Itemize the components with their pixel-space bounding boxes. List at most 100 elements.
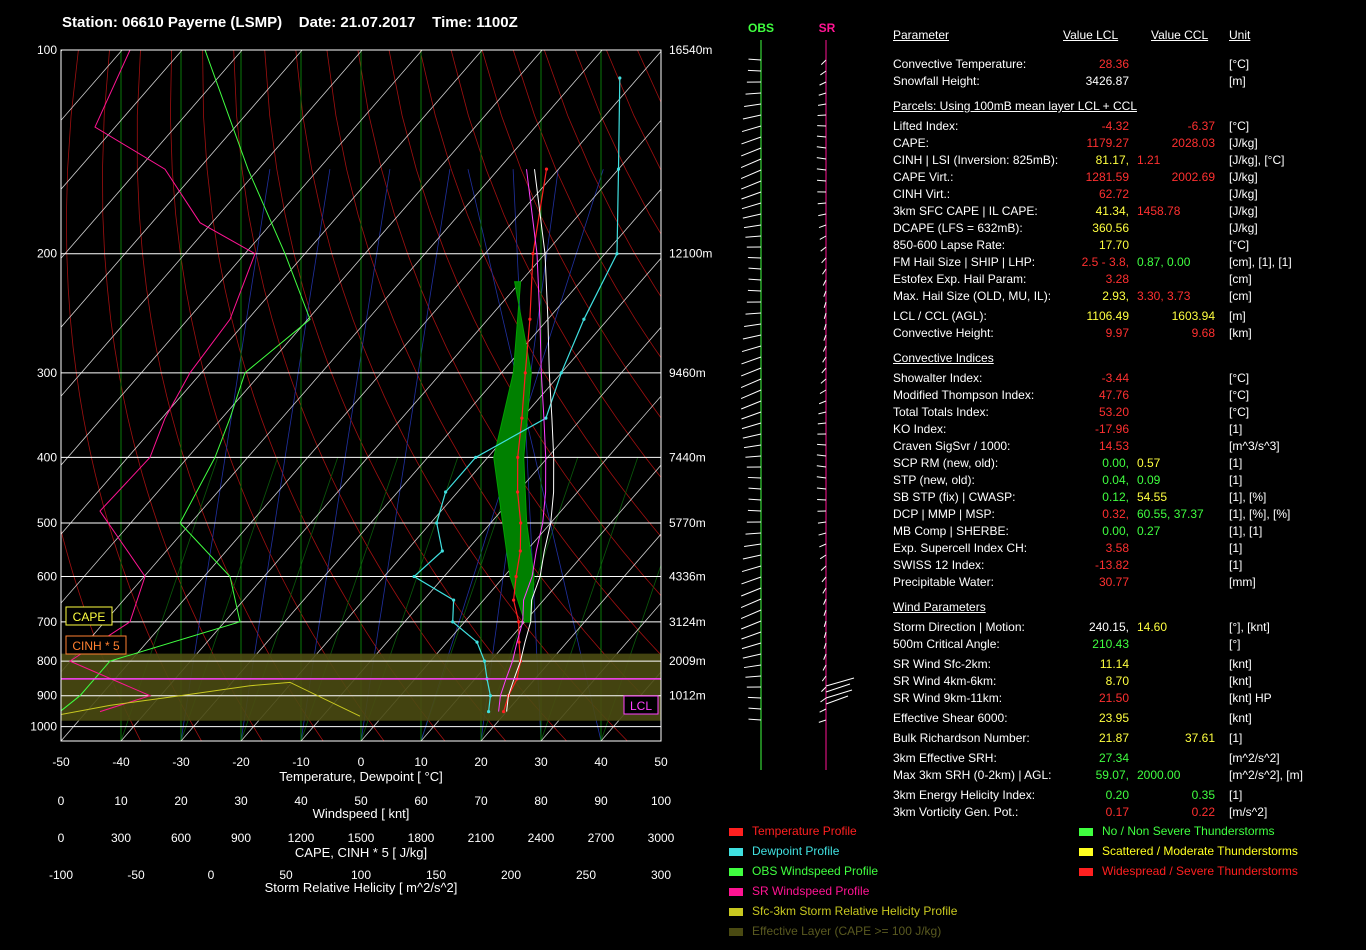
sr-wind-barb bbox=[823, 598, 827, 605]
param-row: Craven SigSvr / 1000: 14.53 [m^3/s^3] bbox=[893, 439, 1363, 455]
sr-wind-barb bbox=[825, 683, 851, 693]
param-row: 3km SFC CAPE | IL CAPE: 41.34, 1458.78 [J/k… bbox=[893, 204, 1363, 220]
plot-area bbox=[61, 50, 661, 741]
obs-wind-barb bbox=[742, 433, 762, 439]
sr-wind-barb bbox=[823, 312, 827, 319]
sr-column-label: SR bbox=[819, 21, 836, 35]
param-label: Total Totals Index: bbox=[893, 405, 989, 419]
cinh-box bbox=[65, 635, 127, 655]
param-value-ccl: 9.68 bbox=[1191, 326, 1215, 340]
legend-swatch bbox=[729, 847, 743, 856]
param-label: Exp. Supercell Index CH: bbox=[893, 541, 1028, 555]
obs-wind-barb bbox=[741, 400, 762, 410]
series-line-parcel bbox=[506, 169, 555, 712]
param-value-lcl: 81.17, bbox=[1095, 153, 1129, 167]
obs-wind-barb bbox=[747, 476, 762, 479]
param-label: Max 3km SRH (0-2km) | AGL: bbox=[893, 768, 1052, 782]
legend-entry: Temperature Profile bbox=[729, 824, 857, 838]
dry-adiabat bbox=[388, 50, 661, 597]
height-tick-label: 2009m bbox=[669, 654, 706, 668]
param-value-lcl: 14.53 bbox=[1098, 439, 1129, 453]
param-header-unit: Unit bbox=[1229, 28, 1251, 42]
obs-wind-barb bbox=[741, 147, 762, 157]
series-point bbox=[440, 549, 444, 553]
srh-tick-label: 50 bbox=[279, 868, 293, 882]
obs-wind-barb bbox=[741, 565, 762, 573]
sr-wind-barb bbox=[823, 653, 827, 660]
temp-tick-label: 0 bbox=[358, 755, 365, 769]
isotherm bbox=[540, 602, 661, 741]
temp-tick-label: 10 bbox=[414, 755, 428, 769]
param-value-lcl: 62.72 bbox=[1098, 187, 1129, 201]
param-label: CAPE: bbox=[893, 136, 930, 150]
pressure-tick-label: 700 bbox=[37, 615, 57, 629]
obs-wind-barb bbox=[744, 103, 762, 107]
legend-swatch bbox=[729, 827, 743, 836]
param-label: STP (new, old): bbox=[893, 473, 975, 487]
wind-tick-label: 20 bbox=[174, 794, 188, 808]
param-label: LCL / CCL (AGL): bbox=[893, 309, 987, 323]
param-value-lcl: 17.70 bbox=[1098, 238, 1129, 252]
param-row: CINH Virt.: 62.72 [J/kg] bbox=[893, 187, 1363, 203]
obs-wind-barb bbox=[743, 664, 762, 669]
wind-tick-label: 90 bbox=[594, 794, 608, 808]
sr-wind-barb bbox=[820, 565, 827, 571]
param-value-lcl: 1179.27 bbox=[1086, 136, 1130, 150]
legend-swatch bbox=[729, 867, 743, 876]
cape-tick-label: 1500 bbox=[348, 831, 375, 845]
series-point bbox=[559, 371, 563, 375]
sr-wind-barb bbox=[819, 708, 827, 713]
height-tick-label: 3124m bbox=[669, 615, 706, 629]
param-row: CAPE Virt.: 1281.59 2002.69 [J/kg] bbox=[893, 170, 1363, 186]
isotherm bbox=[61, 50, 303, 328]
cape-box-label: CAPE bbox=[73, 610, 106, 624]
param-unit: [m^2/s^2] bbox=[1229, 751, 1280, 765]
obs-wind-barb bbox=[748, 487, 762, 490]
param-row: Exp. Supercell Index CH: 3.58 [1] bbox=[893, 541, 1363, 557]
series-point bbox=[475, 640, 479, 644]
param-label: CAPE Virt.: bbox=[893, 170, 954, 184]
param-label: Precipitable Water: bbox=[893, 575, 994, 589]
obs-wind-barb bbox=[747, 69, 762, 72]
obs-wind-barb bbox=[740, 158, 762, 168]
sr-wind-barb bbox=[816, 476, 827, 479]
sr-wind-barb bbox=[818, 400, 827, 405]
param-label: Storm Direction | Motion: bbox=[893, 620, 1025, 634]
wind-tick-label: 70 bbox=[474, 794, 488, 808]
temp-tick-label: -30 bbox=[172, 755, 190, 769]
param-value-ccl: 1603.94 bbox=[1171, 309, 1215, 323]
dry-adiabat bbox=[419, 50, 661, 538]
cape-tick-label: 2700 bbox=[588, 831, 615, 845]
height-tick-label: 9460m bbox=[669, 366, 706, 380]
obs-wind-barb bbox=[740, 609, 762, 619]
param-unit: [1] bbox=[1229, 541, 1243, 555]
param-section-title: Parcels: Using 100mB mean layer LCL + CC… bbox=[893, 99, 1137, 113]
obs-wind-barb bbox=[741, 180, 762, 190]
param-label: 3km Energy Helicity Index: bbox=[893, 788, 1036, 802]
obs-wind-barb bbox=[748, 267, 762, 270]
sr-wind-barb bbox=[817, 422, 827, 425]
wind-tick-label: 0 bbox=[58, 794, 65, 808]
virtual-parcel-line bbox=[498, 169, 547, 712]
dry-adiabat bbox=[202, 50, 446, 741]
obs-wind-barb bbox=[744, 543, 762, 547]
series-line-dewpoint bbox=[413, 77, 621, 712]
obs-wind-barb bbox=[740, 169, 762, 180]
param-label: CINH Virt.: bbox=[893, 187, 951, 201]
sr-wind-barb bbox=[819, 81, 827, 86]
param-label: Max. Hail Size (OLD, MU, IL): bbox=[893, 289, 1052, 303]
obs-wind-barb bbox=[747, 256, 762, 259]
xaxis-label: Temperature, Dewpoint [ °C] bbox=[279, 769, 442, 784]
param-unit: [m^3/s^3] bbox=[1229, 439, 1280, 453]
pressure-tick-label: 800 bbox=[37, 654, 57, 668]
sr-wind-barb bbox=[823, 334, 827, 341]
series-point bbox=[615, 252, 619, 256]
obs-wind-barb bbox=[740, 378, 762, 388]
threat-legend-label: No / Non Severe Thunderstorms bbox=[1102, 824, 1275, 838]
param-value-ccl: 1458.78 bbox=[1137, 204, 1181, 218]
param-value-lcl: 0.00, bbox=[1102, 524, 1129, 538]
param-label: Estofex Exp. Hail Param: bbox=[893, 272, 1027, 286]
param-label: 3km Vorticity Gen. Pot.: bbox=[893, 805, 1019, 819]
param-row: LCL / CCL (AGL): 1106.49 1603.94 [m] bbox=[893, 309, 1363, 325]
param-unit: [J/kg] bbox=[1229, 204, 1258, 218]
